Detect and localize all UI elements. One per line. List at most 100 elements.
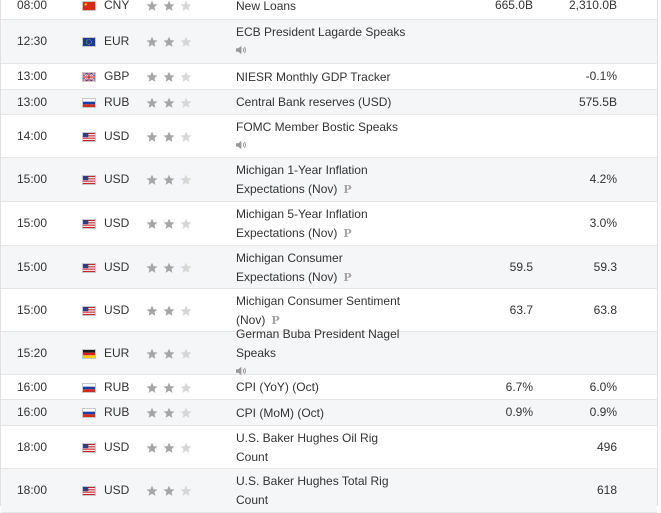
currency-code: EUR <box>104 34 130 48</box>
event-row[interactable]: 18:00 USD U.S. Baker Hughes Total Rig Count… <box>1 469 657 513</box>
star-icon <box>146 442 158 454</box>
event-row[interactable]: 12:30 EUR ECB President Lagarde Speaks <box>1 20 657 64</box>
event-name-line: Central Bank reserves (USD) <box>236 93 446 112</box>
event-name-text: NIESR Monthly GDP Tracker <box>236 70 391 84</box>
event-name-line: NIESR Monthly GDP Tracker <box>236 68 446 87</box>
event-name[interactable]: Michigan 5-Year Inflation Expectations (N… <box>236 205 446 243</box>
event-name[interactable]: FOMC Member Bostic Speaks <box>236 118 446 156</box>
currency-code: USD <box>104 129 130 143</box>
event-name-line: FOMC Member Bostic Speaks <box>236 118 446 137</box>
event-name-line: Michigan Consumer <box>236 249 446 268</box>
actual-value: 59.5 <box>509 260 533 274</box>
us-flag-icon <box>82 132 96 142</box>
currency-code: RUB <box>104 95 130 109</box>
event-name-text: Michigan 5-Year Inflation <box>236 207 368 221</box>
us-flag-icon <box>82 219 96 229</box>
event-name-line: CPI (YoY) (Oct) <box>236 378 446 397</box>
event-name[interactable]: CPI (MoM) (Oct) <box>236 404 446 423</box>
gb-flag-icon <box>82 72 96 82</box>
star-icon <box>180 348 192 360</box>
event-name[interactable]: U.S. Baker Hughes Oil Rig Count <box>236 429 446 467</box>
previous-value: 6.0% <box>589 380 617 394</box>
event-name-line: German Buba President Nagel <box>236 325 446 344</box>
event-name-line: (Nov) P <box>236 311 446 330</box>
event-row[interactable]: 15:20 EUR German Buba President Nagel Speak… <box>1 327 657 376</box>
us-flag-icon <box>82 486 96 496</box>
event-row[interactable]: 15:00 USD Michigan 5-Year Inflation Expecta… <box>1 202 657 246</box>
previous-value: 4.2% <box>589 172 617 186</box>
event-name-line: U.S. Baker Hughes Oil Rig <box>236 429 446 448</box>
event-name[interactable]: NIESR Monthly GDP Tracker <box>236 68 446 87</box>
star-icon <box>146 262 158 274</box>
preliminary-icon: P <box>271 314 280 327</box>
actual-value: 63.7 <box>509 303 533 317</box>
star-icon <box>180 485 192 497</box>
ru-flag-icon <box>82 383 96 393</box>
speaker-icon <box>236 363 446 382</box>
event-name[interactable]: Michigan Consumer Expectations (Nov) P <box>236 249 446 287</box>
star-icon <box>163 382 175 394</box>
event-name[interactable]: New Loans <box>236 0 446 16</box>
event-name[interactable]: German Buba President Nagel Speaks <box>236 325 446 382</box>
event-name-text: Expectations (Nov) <box>236 226 338 240</box>
event-name-line: New Loans <box>236 0 446 16</box>
star-icon <box>146 36 158 48</box>
star-icon <box>146 131 158 143</box>
star-icon <box>146 382 158 394</box>
event-time: 15:20 <box>17 346 48 360</box>
event-name[interactable]: Michigan 1-Year Inflation Expectations (N… <box>236 161 446 199</box>
star-icon <box>146 71 158 83</box>
event-name[interactable]: ECB President Lagarde Speaks <box>236 23 446 61</box>
star-icon <box>146 97 158 109</box>
currency-code: USD <box>104 216 130 230</box>
event-row[interactable]: 16:00 RUB CPI (YoY) (Oct) 6.7% 6.0% <box>1 375 657 400</box>
event-time: 13:00 <box>17 69 48 83</box>
event-name[interactable]: Central Bank reserves (USD) <box>236 93 446 112</box>
event-time: 15:00 <box>17 172 48 186</box>
star-icon <box>180 0 192 12</box>
actual-value: 6.7% <box>505 380 533 394</box>
event-name[interactable]: Michigan Consumer Sentiment (Nov) P <box>236 292 446 330</box>
event-row[interactable]: 14:00 USD FOMC Member Bostic Speaks <box>1 115 657 158</box>
us-flag-icon <box>82 306 96 316</box>
event-name-text: Michigan Consumer <box>236 251 343 265</box>
event-row[interactable]: 15:00 USD Michigan Consumer Sentiment (Nov)… <box>1 289 657 332</box>
event-row[interactable]: 13:00 GBP NIESR Monthly GDP Tracker -0.1% <box>1 64 657 90</box>
event-name-text: FOMC Member Bostic Speaks <box>236 120 399 134</box>
event-name[interactable]: U.S. Baker Hughes Total Rig Count <box>236 472 446 510</box>
star-icon <box>163 71 175 83</box>
star-icon <box>163 262 175 274</box>
event-name-line: Count <box>236 448 446 467</box>
event-name-text: CPI (MoM) (Oct) <box>236 406 324 420</box>
previous-value: 496 <box>596 440 617 454</box>
event-name-text: German Buba President Nagel <box>236 327 400 341</box>
star-icon <box>146 174 158 186</box>
event-time: 15:00 <box>17 303 48 317</box>
star-icon <box>163 305 175 317</box>
star-icon <box>163 36 175 48</box>
star-icon <box>180 305 192 317</box>
event-name[interactable]: CPI (YoY) (Oct) <box>236 378 446 397</box>
star-icon <box>180 262 192 274</box>
event-row[interactable]: 13:00 RUB Central Bank reserves (USD) 575.5… <box>1 90 657 115</box>
event-time: 18:00 <box>17 440 48 454</box>
us-flag-icon <box>82 175 96 185</box>
event-row[interactable]: 18:00 USD U.S. Baker Hughes Oil Rig Count 49… <box>1 426 657 469</box>
currency-code: GBP <box>104 69 130 83</box>
previous-value: 575.5B <box>578 95 617 109</box>
currency-code: USD <box>104 172 130 186</box>
star-icon <box>146 485 158 497</box>
event-name-text: U.S. Baker Hughes Oil Rig <box>236 431 379 445</box>
ru-flag-icon <box>82 98 96 108</box>
preliminary-icon: P <box>343 183 352 196</box>
event-row[interactable]: 16:00 RUB CPI (MoM) (Oct) 0.9% 0.9% <box>1 400 657 426</box>
event-time: 14:00 <box>17 129 48 143</box>
star-icon <box>163 97 175 109</box>
event-name-text: Count <box>236 493 269 507</box>
event-time: 16:00 <box>17 380 48 394</box>
event-row[interactable]: 08:00 CNY New Loans 665.0B 2,310.0B <box>1 0 657 20</box>
event-name-text: New Loans <box>236 0 297 13</box>
event-row[interactable]: 15:00 USD Michigan 1-Year Inflation Expecta… <box>1 158 657 202</box>
event-time: 18:00 <box>17 483 48 497</box>
event-row[interactable]: 15:00 USD Michigan Consumer Expectations (N… <box>1 246 657 289</box>
